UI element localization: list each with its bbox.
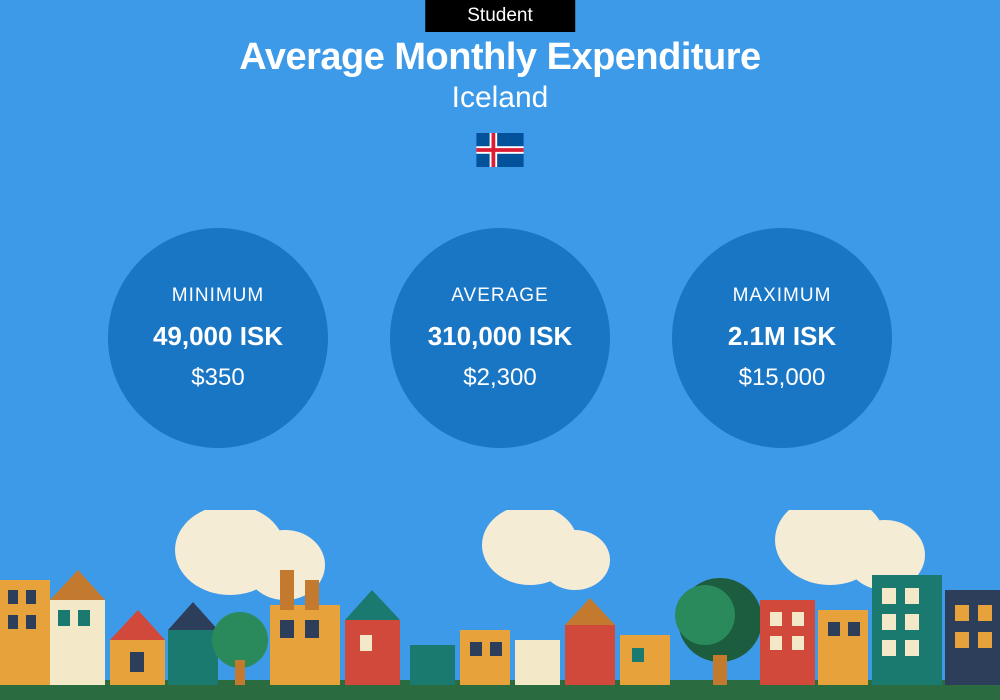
stat-secondary-value: $2,300 <box>463 364 536 392</box>
category-badge: Student <box>425 0 575 32</box>
country-subtitle: Iceland <box>0 81 1000 115</box>
stat-circle-average: AVERAGE 310,000 ISK $2,300 <box>390 228 610 448</box>
header: Average Monthly Expenditure Iceland <box>0 36 1000 167</box>
stat-label: MINIMUM <box>172 285 264 307</box>
stat-circle-minimum: MINIMUM 49,000 ISK $350 <box>108 228 328 448</box>
flag-icon <box>476 133 524 167</box>
stat-primary-value: 310,000 ISK <box>428 321 573 352</box>
stats-row: MINIMUM 49,000 ISK $350 AVERAGE 310,000 … <box>0 228 1000 448</box>
page-title: Average Monthly Expenditure <box>0 36 1000 79</box>
stat-secondary-value: $350 <box>191 364 244 392</box>
stat-circle-maximum: MAXIMUM 2.1M ISK $15,000 <box>672 228 892 448</box>
stat-label: AVERAGE <box>451 285 548 307</box>
badge-label: Student <box>467 5 533 26</box>
cityscape-illustration <box>0 510 1000 700</box>
stat-primary-value: 2.1M ISK <box>728 321 836 352</box>
stat-primary-value: 49,000 ISK <box>153 321 283 352</box>
stat-label: MAXIMUM <box>733 285 832 307</box>
stat-secondary-value: $15,000 <box>739 364 826 392</box>
